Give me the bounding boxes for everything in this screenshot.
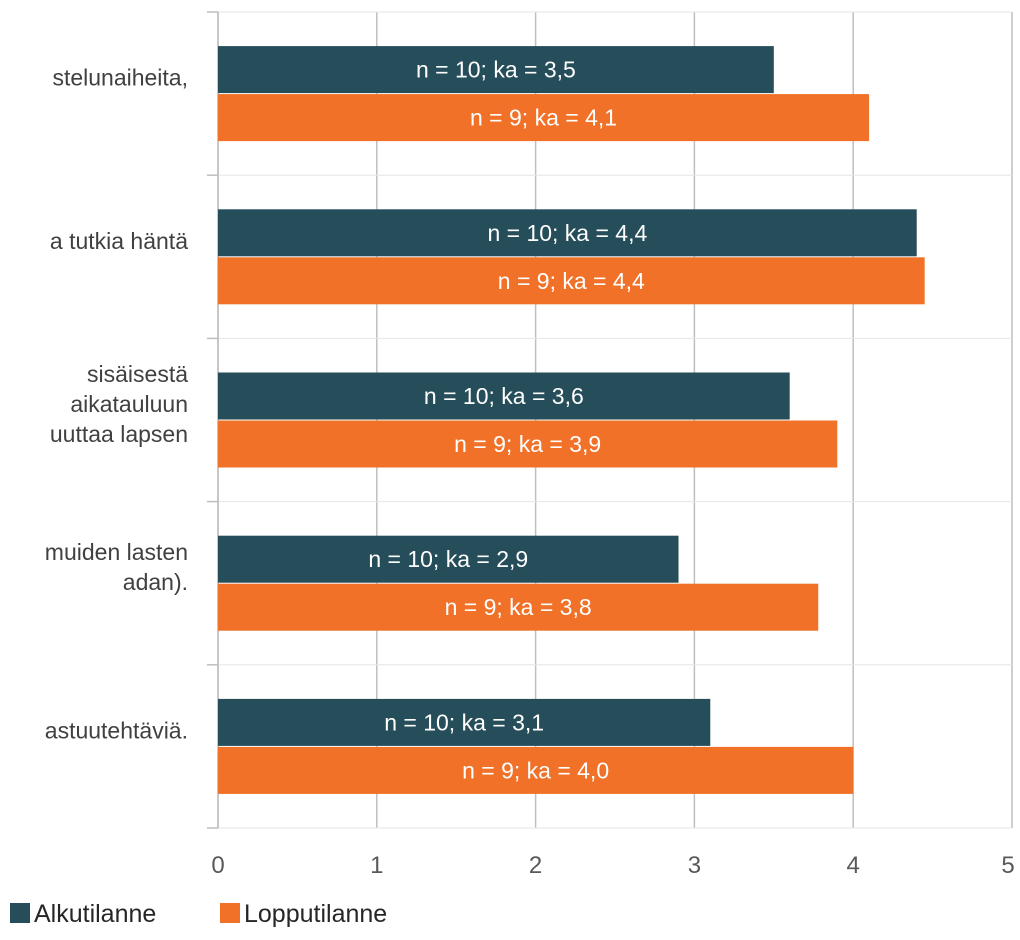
data-label: n = 9; ka = 4,1 [470,105,617,131]
data-label: n = 10; ka = 4,4 [487,220,647,246]
category-label: aikatauluun [70,391,188,417]
bar-alkutilanne-4 [218,698,711,746]
bar-lopputilanne-0 [218,94,870,142]
x-tick-label: 4 [847,852,860,879]
data-label: n = 9; ka = 3,9 [454,431,601,457]
category-label: muiden lasten [45,539,188,565]
category-label: sisäisestä [87,361,188,387]
data-label: n = 10; ka = 3,5 [416,57,576,83]
data-label: n = 10; ka = 2,9 [368,546,528,572]
data-label: n = 9; ka = 3,8 [445,594,592,620]
x-tick-label: 5 [1001,852,1014,879]
legend-swatch-alkutilanne [10,903,30,923]
bar-lopputilanne-4 [218,746,854,794]
legend-label-alkutilanne: Alkutilanne [34,900,156,928]
bar-lopputilanne-3 [218,583,819,631]
legend-swatch-lopputilanne [220,903,240,923]
category-label: a tutkia häntä [50,228,188,254]
data-label: n = 9; ka = 4,0 [462,757,609,783]
bar-alkutilanne-3 [218,535,679,583]
x-tick-label: 1 [370,852,383,879]
bar-alkutilanne-0 [218,46,774,94]
bar-alkutilanne-1 [218,209,917,257]
legend-label-lopputilanne: Lopputilanne [244,900,387,928]
x-tick-label: 0 [211,852,224,879]
data-label: n = 9; ka = 4,4 [498,268,645,294]
data-label: n = 10; ka = 3,1 [384,709,544,735]
category-label: astuutehtäviä. [45,717,188,743]
category-label: adan). [123,569,188,595]
bar-lopputilanne-1 [218,257,925,305]
x-tick-label: 3 [688,852,701,879]
x-tick-label: 2 [529,852,542,879]
bar-alkutilanne-2 [218,372,790,420]
bar-lopputilanne-2 [218,420,838,468]
category-label: stelunaiheita, [52,65,188,91]
category-label: uuttaa lapsen [50,421,188,447]
data-label: n = 10; ka = 3,6 [424,383,584,409]
